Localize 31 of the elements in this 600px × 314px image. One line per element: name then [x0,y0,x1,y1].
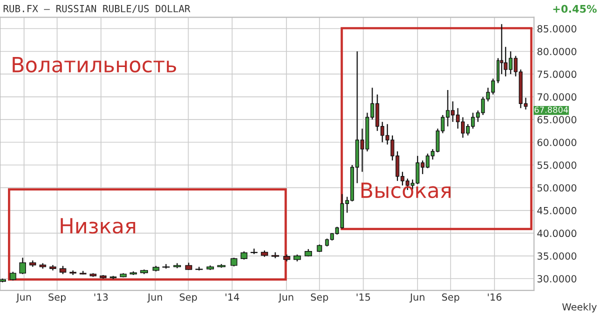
x-tick-label: Jun [409,294,424,303]
y-tick-label: 35.0000 [538,252,576,260]
x-tick-label: '14 [226,294,240,301]
x-tick-label: '15 [356,294,370,301]
x-tick-label: Sep [48,293,66,303]
text: Weekly [562,303,597,312]
y-tick-label: 40.0000 [537,230,576,238]
y-tick-label: 80.0000 [537,48,576,56]
x-tick-label: Jun [278,294,294,303]
y-tick-label: 30.0000 [538,275,576,282]
chart-title: RUB.FX – RUSSIAN RUBLE/US DOLLAR [4,4,190,14]
x-tick-label: '16 [488,293,502,301]
text: +0.45% [553,4,597,13]
y-tick-label: 85.0000 [537,25,576,32]
x-tick-label: '13 [94,293,108,301]
x-tick-label: Jun [147,294,162,303]
y-tick-label: 55.0000 [538,161,576,169]
annotation: 67.8804 [534,106,568,113]
y-tick-label: 75.0000 [538,70,576,78]
annotation: Низкая [60,218,136,234]
y-tick-label: 65.0000 [537,116,576,124]
y-tick-label: 45.0000 [537,206,576,214]
x-tick-label: Sep [180,293,197,303]
x-tick-label: Jun [16,294,31,303]
y-tick-label: 60.0000 [537,138,576,146]
x-tick-label: Sep [442,293,460,303]
y-tick-label: 50.0000 [538,184,576,192]
annotation: Волатильность [12,57,176,72]
y-tick-label: 70.0000 [538,93,576,101]
annotation: Высокая [361,182,450,198]
x-tick-label: Sep [310,293,328,303]
